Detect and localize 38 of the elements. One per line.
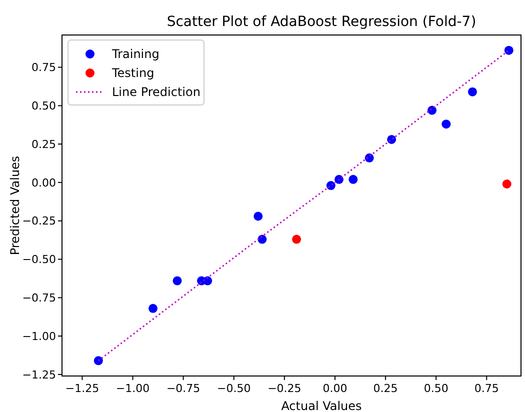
x-tick-label: −1.00: [116, 382, 150, 395]
point: [94, 356, 103, 366]
point: [292, 234, 302, 244]
point: [326, 181, 336, 190]
x-tick-label: −1.25: [65, 382, 100, 395]
y-tick-label: 0.25: [32, 138, 56, 151]
y-tick-label: −0.75: [22, 292, 56, 305]
point: [502, 179, 512, 188]
x-tick-label: 0.50: [424, 382, 448, 395]
point: [468, 87, 477, 96]
point: [254, 212, 263, 221]
x-tick-label: 0.00: [322, 382, 348, 395]
point: [148, 304, 158, 313]
x-axis-title: Actual Values: [281, 399, 362, 412]
y-tick-label: 0.50: [32, 100, 56, 113]
legend-label: Line Prediction: [112, 85, 200, 100]
point: [258, 234, 267, 244]
x-tick-label: −0.75: [166, 382, 200, 395]
point: [364, 153, 374, 162]
x-tick-label: −0.50: [217, 382, 251, 395]
point: [387, 134, 396, 144]
x-tick-label: 0.25: [373, 382, 398, 395]
chart-title: Scatter Plot of AdaBoost Regression (Fold-7): [166, 14, 476, 30]
y-tick-label: −1.25: [22, 368, 56, 382]
point: [504, 46, 514, 55]
point: [172, 276, 182, 286]
y-tick-label: 0.00: [32, 176, 56, 190]
x-tick-label: −0.25: [268, 382, 302, 395]
y-tick-label: −0.50: [22, 253, 56, 266]
x-tick-label: 0.75: [474, 382, 499, 395]
y-tick-label: −0.25: [22, 214, 56, 228]
point: [348, 174, 358, 184]
legend-label: Testing: [111, 66, 154, 80]
legend-label: Training: [111, 47, 160, 62]
point: [442, 120, 451, 129]
y-tick-label: −1.00: [22, 330, 56, 343]
y-tick-label: 0.75: [32, 61, 56, 74]
y-axis-title: Predicted Values: [8, 156, 22, 256]
